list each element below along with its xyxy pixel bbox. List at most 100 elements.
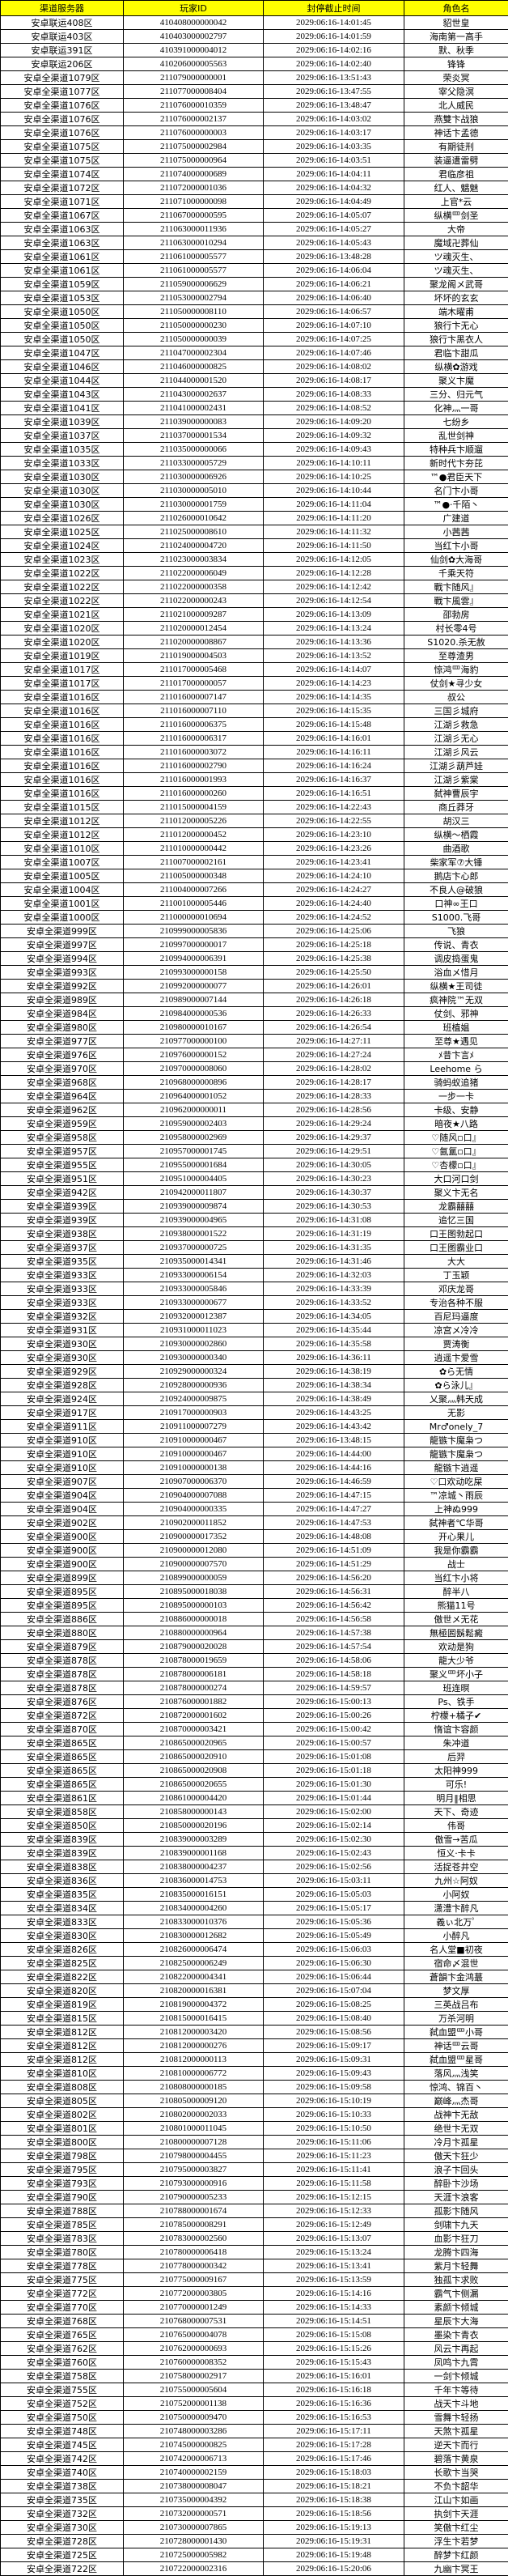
row-cell-server: 安卓全渠道1075区 (1, 154, 124, 168)
row-cell-player-id: 210980000010167 (124, 1021, 264, 1035)
row-cell-deadline: 2029:06:16-15:06:44 (264, 1970, 404, 1984)
row-cell-player-id: 210977000000100 (124, 1035, 264, 1048)
row-cell-role-name: 逍遥卞爱雪 (404, 1351, 508, 1365)
row-cell-role-name: 后羿 (404, 1750, 508, 1764)
row-cell-player-id: 210722000002316 (124, 2562, 264, 2576)
row-cell-player-id: 210900000017352 (124, 1530, 264, 1544)
row-cell-deadline: 2029:06:16-15:12:15 (264, 2191, 404, 2204)
row-cell-server: 安卓全渠道1022区 (1, 594, 124, 608)
row-cell-role-name: 端木曜甫 (404, 305, 508, 319)
row-cell-server: 安卓全渠道910区 (1, 1461, 124, 1475)
row-cell-player-id: 211046000000825 (124, 360, 264, 374)
row-cell-player-id: 210955000001684 (124, 1158, 264, 1172)
row-cell-role-name: 巅峰灬杰哥 (404, 2094, 508, 2108)
row-cell-deadline: 2029:06:16-15:08:40 (264, 2012, 404, 2026)
row-cell-role-name: 大口河口剑 (404, 1172, 508, 1186)
row-cell-server: 安卓全渠道772区 (1, 2287, 124, 2301)
row-cell-player-id: 210902000011852 (124, 1516, 264, 1530)
row-cell-player-id: 210839000001168 (124, 1847, 264, 1860)
row-cell-server: 安卓全渠道951区 (1, 1172, 124, 1186)
row-cell-server: 安卓全渠道755区 (1, 2383, 124, 2397)
row-cell-server: 安卓全渠道788区 (1, 2204, 124, 2218)
row-cell-player-id: 210870000003421 (124, 1723, 264, 1736)
row-cell-server: 安卓全渠道924区 (1, 1392, 124, 1406)
row-cell-server: 安卓全渠道1023区 (1, 553, 124, 567)
row-cell-deadline: 2029:06:16-14:11:20 (264, 512, 404, 525)
row-cell-role-name: 化神灬一哥 (404, 402, 508, 415)
row-cell-player-id: 210932000012387 (124, 1310, 264, 1324)
row-cell-server: 安卓全渠道861区 (1, 1792, 124, 1805)
row-cell-player-id: 210958000002969 (124, 1131, 264, 1145)
row-cell-role-name: 朱冲道 (404, 1736, 508, 1750)
row-cell-deadline: 2029:06:16-14:11:04 (264, 498, 404, 512)
row-cell-deadline: 2029:06:16-15:05:49 (264, 1929, 404, 1943)
row-cell-player-id: 211012000005226 (124, 814, 264, 828)
row-cell-role-name: 江湖彡无心 (404, 732, 508, 746)
row-cell-server: 安卓全渠道939区 (1, 1214, 124, 1227)
row-cell-server: 安卓全渠道1046区 (1, 360, 124, 374)
row-cell-server: 安卓全渠道1076区 (1, 113, 124, 126)
row-cell-role-name: 星辰卞大海 (404, 2315, 508, 2328)
row-cell-server: 安卓全渠道977区 (1, 1035, 124, 1048)
row-cell-player-id: 211001000005446 (124, 897, 264, 911)
row-cell-deadline: 2029:06:16-14:58:06 (264, 1654, 404, 1668)
row-cell-role-name: 素颜卞倾城 (404, 2301, 508, 2315)
row-cell-server: 安卓全渠道1077区 (1, 85, 124, 99)
row-cell-player-id: 210910000000467 (124, 1447, 264, 1461)
row-cell-player-id: 211030000006926 (124, 470, 264, 484)
row-cell-deadline: 2029:06:16-14:56:58 (264, 1613, 404, 1626)
row-cell-player-id: 210765000004078 (124, 2328, 264, 2342)
row-cell-server: 安卓全渠道770区 (1, 2301, 124, 2315)
row-cell-player-id: 210939000009874 (124, 1200, 264, 1214)
row-cell-server: 安卓全渠道1074区 (1, 168, 124, 181)
row-cell-player-id: 210822000004341 (124, 1970, 264, 1984)
row-cell-server: 安卓联运206区 (1, 57, 124, 71)
column-header-server: 渠道服务器 (1, 1, 124, 16)
row-cell-deadline: 2029:06:16-15:10:33 (264, 2108, 404, 2122)
row-cell-role-name: 醉卧卞沙场 (404, 2177, 508, 2191)
row-cell-role-name: 惰谊卞容颜 (404, 1723, 508, 1736)
row-cell-deadline: 2029:06:16-14:07:10 (264, 319, 404, 333)
row-cell-deadline: 2029:06:16-15:01:08 (264, 1750, 404, 1764)
row-cell-player-id: 210878000000274 (124, 1681, 264, 1695)
column-header-role-name: 角色名 (404, 1, 508, 16)
row-cell-player-id: 210833000010376 (124, 1915, 264, 1929)
row-cell-deadline: 2029:06:16-14:28:56 (264, 1103, 404, 1117)
row-cell-deadline: 2029:06:16-15:12:33 (264, 2204, 404, 2218)
row-cell-server: 安卓全渠道970区 (1, 1062, 124, 1076)
row-cell-player-id: 210957000001745 (124, 1145, 264, 1158)
row-cell-player-id: 211005000000348 (124, 869, 264, 883)
row-cell-player-id: 410403000002797 (124, 30, 264, 44)
row-cell-deadline: 2029:06:16-15:14:51 (264, 2315, 404, 2328)
row-cell-player-id: 210872000001602 (124, 1709, 264, 1723)
row-cell-player-id: 210800000007128 (124, 2136, 264, 2149)
row-cell-role-name: 凉宫メ冷冷 (404, 1324, 508, 1337)
row-cell-role-name: 傲天卞狂少 (404, 2149, 508, 2163)
row-cell-deadline: 2029:06:16-15:05:03 (264, 1888, 404, 1902)
row-cell-role-name: 纵横✿游戏 (404, 360, 508, 374)
row-cell-player-id: 211076000010359 (124, 99, 264, 113)
row-cell-role-name: ✿ら无情 (404, 1365, 508, 1379)
row-cell-server: 安卓全渠道870区 (1, 1723, 124, 1736)
row-cell-role-name: 潇澧卞醉凡 (404, 1902, 508, 1915)
